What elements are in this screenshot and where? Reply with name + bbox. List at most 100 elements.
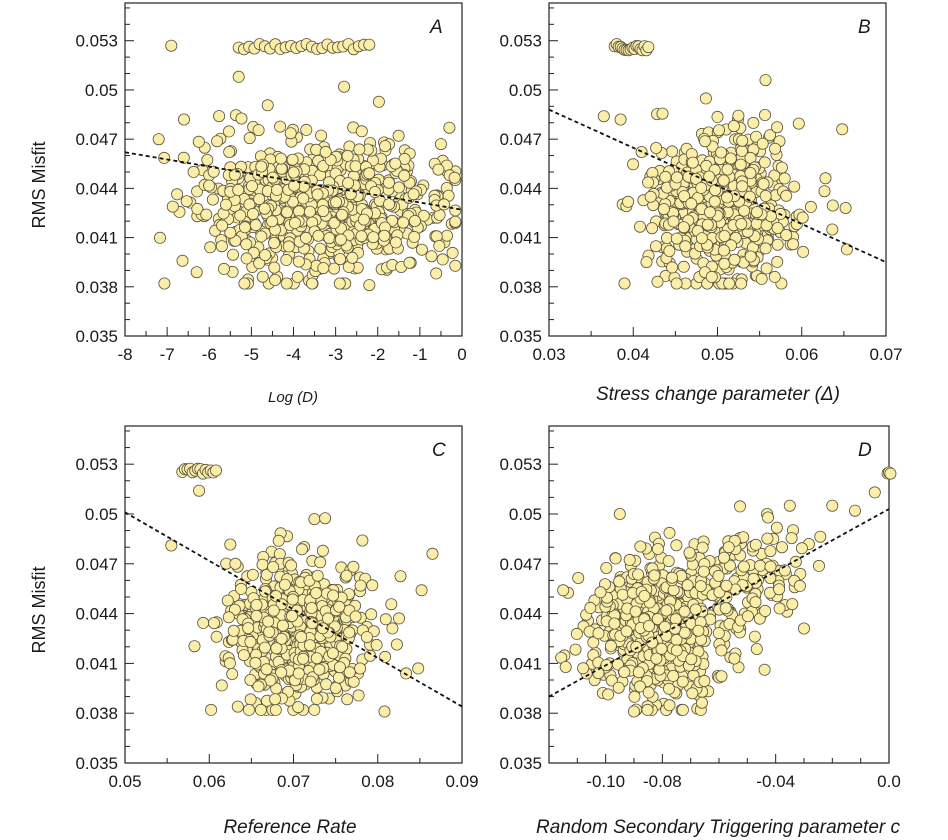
panel-d-scatter-point [663, 699, 676, 712]
panel-c-scatter-point [249, 656, 262, 669]
panel-a-scatter-point [355, 230, 368, 243]
panel-a-scatter-point [372, 95, 385, 108]
panel-a-scatter-point [219, 198, 232, 211]
panel-a-scatter-point [317, 262, 330, 275]
panel-a-scatter-point [284, 127, 297, 140]
panel-d-scatter-point [868, 486, 881, 499]
panel-c-scatter-point [252, 680, 265, 693]
panel-b-scatter-point [666, 261, 679, 274]
panel-b-scatter-point [804, 200, 817, 213]
panel-d-x-tick-label: -0.08 [643, 772, 682, 791]
panel-c-x-axis-title: Reference Rate [223, 817, 356, 838]
panel-b-scatter-point [771, 238, 784, 251]
panel-c-scatter-point [210, 630, 223, 643]
panel-b-scatter-point [704, 206, 717, 219]
panel-a-scatter-point [232, 70, 245, 83]
panel-d-scatter-point [785, 532, 798, 545]
panel-d-scatter-point [758, 663, 771, 676]
panel-a-scatter-point [226, 248, 239, 261]
panel-d-scatter-point [718, 551, 731, 564]
panel-a-x-tick-label: 0 [457, 345, 466, 364]
panel-a-scatter-point [246, 207, 259, 220]
panel-c-scatter-point [360, 631, 373, 644]
panel-d-scatter-point [587, 636, 600, 649]
panel-d-scatter-point [612, 681, 625, 694]
panel-d-scatter-point [594, 586, 607, 599]
panel-b-scatter-point [646, 222, 659, 235]
panel-a-scatter-point [355, 125, 368, 138]
panel-c-scatter-point [333, 661, 346, 674]
panel-b-scatter-point [686, 156, 699, 169]
panel-c-scatter-point [193, 484, 206, 497]
panel-c-scatter-point [242, 622, 255, 635]
panel-c-scatter-point [426, 547, 439, 560]
panel-c-scatter-point [352, 689, 365, 702]
panel-b-scatter-point [735, 277, 748, 290]
panel-a-scatter-point [258, 202, 271, 215]
panel-c-scatter-point [385, 598, 398, 611]
panel-a-scatter-point [158, 151, 171, 164]
panel-b-trend-line [548, 108, 887, 264]
panel-d-scatter-point [698, 674, 711, 687]
panel-b-scatter-point [771, 121, 784, 134]
panel-c-trend-line [124, 511, 463, 708]
panel-b-scatter-point [718, 229, 731, 242]
panel-a-scatter-point [255, 160, 268, 173]
panel-a-scatter-point [379, 140, 392, 153]
panel-d-scatter-point [814, 530, 827, 543]
panel-d-scatter-point [643, 620, 656, 633]
panel-d-y-tick-label: 0.044 [499, 605, 542, 624]
panel-b-x-tick-label: 0.03 [532, 345, 565, 364]
panel-b-scatter-point [727, 120, 740, 133]
panel-a-scatter-point [234, 209, 247, 222]
panel-c-scatter-point [327, 589, 340, 602]
panel-d-scatter-point [660, 604, 673, 617]
panel-b-scatter-point [759, 109, 772, 122]
panel-b-scatter-point [717, 174, 730, 187]
panel-a-scatter-point [238, 221, 251, 234]
panel-a-scatter-point [382, 176, 395, 189]
panel-c-scatter-point [311, 569, 324, 582]
panel-d-scatter-point [648, 569, 661, 582]
panel-a-scatter-point [392, 129, 405, 142]
panel-a-scatter-point [201, 153, 214, 166]
panel-a-scatter-point [259, 249, 272, 262]
panel-a-scatter-point [334, 233, 347, 246]
panel-c-scatter-point [188, 640, 201, 653]
panel-b-scatter-point [764, 129, 777, 142]
panel-b-scatter-point [826, 223, 839, 236]
panel-a-trend-line [124, 151, 463, 211]
panel-d-scatter-point [770, 521, 783, 534]
panel-d-scatter-point [685, 653, 698, 666]
panel-a-scatter-point [353, 143, 366, 156]
panel-d-scatter-point [773, 602, 786, 615]
panel-b-scatter-point [747, 116, 760, 129]
panel-d-scatter-point [600, 562, 613, 575]
panel-c-scatter-point [244, 635, 257, 648]
panel-c-scatter-point [267, 604, 280, 617]
panel-b-scatter-point [769, 142, 782, 155]
panel-d-scatter-point [750, 643, 763, 656]
panel-a-x-tick-label: -2 [370, 345, 385, 364]
panel-b-scatter-point [677, 260, 690, 273]
panel-b-scatter-point [650, 141, 663, 154]
panel-c-scatter-point [340, 569, 353, 582]
panel-d-scatter-point [724, 559, 737, 572]
panel-a-scatter-point [449, 204, 462, 217]
panel-a-scatter-point [407, 188, 420, 201]
panel-d-scatter-point [720, 579, 733, 592]
panel-a-scatter-point [349, 160, 362, 173]
panel-b-scatter-point [642, 41, 655, 54]
panel-a-y-tick-label: 0.038 [75, 278, 118, 297]
panel-d-scatter-point [651, 613, 664, 626]
panel-a-scatter-point [328, 262, 341, 275]
panel-b-scatter-point [685, 197, 698, 210]
panel-c-scatter-point [229, 557, 242, 570]
panel-a-scatter-point [268, 261, 281, 274]
panel-a-x-ticks: -8 -7 -6 -5 -4 -3 -2 -1 0 [117, 327, 467, 364]
panel-c-scatter-point [347, 560, 360, 573]
panel-c-scatter-point [275, 666, 288, 679]
panel-d-scatter-point [650, 652, 663, 665]
panel-b-scatter-point [622, 195, 635, 208]
